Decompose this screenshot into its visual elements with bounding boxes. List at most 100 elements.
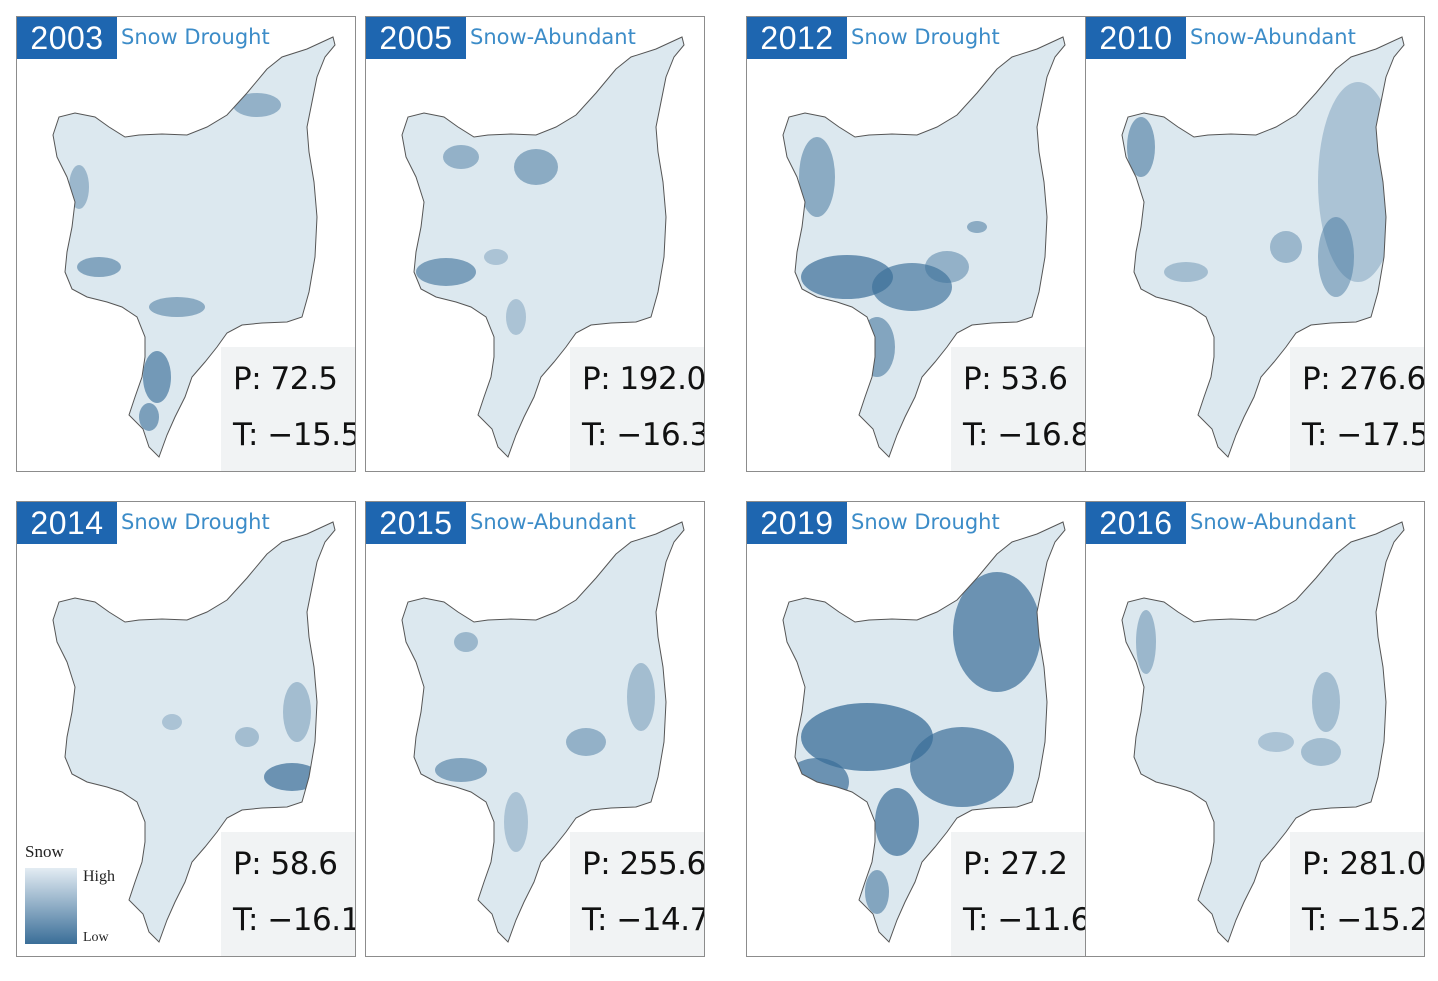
low-snow-patch xyxy=(859,317,895,377)
low-snow-patch xyxy=(454,632,478,652)
region-map xyxy=(1121,36,1405,458)
region-outline xyxy=(1121,521,1405,943)
low-snow-patch xyxy=(799,137,835,217)
map-panel-2003: 2003 Snow Drought P: 72.5 T: −15.5 xyxy=(16,16,356,472)
region-fill xyxy=(53,37,335,457)
low-snow-patch xyxy=(801,255,893,299)
temperature-value: T: −11.6 xyxy=(963,902,1086,938)
low-snow-patch xyxy=(139,403,159,431)
map-panel-2014: 2014 Snow Drought Snow High Low P: 58.6 … xyxy=(16,501,356,957)
low-snow-patch xyxy=(1136,610,1156,674)
map-panel-2015: 2015 Snow-Abundant P: 255.6 T: −14.7 xyxy=(365,501,705,957)
region-fill xyxy=(1122,37,1404,457)
region-outline xyxy=(52,36,336,458)
map-panel-2019: 2019 Snow Drought P: 27.2 T: −11.6 xyxy=(746,501,1086,957)
precipitation-value: P: 53.6 xyxy=(963,361,1068,397)
snow-legend: Snow High Low xyxy=(23,842,143,950)
low-snow-patch xyxy=(484,249,508,265)
classification-label: Snow Drought xyxy=(851,510,1000,534)
region-fill xyxy=(1122,522,1404,942)
region-map xyxy=(782,36,1066,458)
region-map xyxy=(52,36,336,458)
precipitation-value: P: 281.0 xyxy=(1302,846,1425,882)
low-snow-patch xyxy=(872,263,952,311)
year-badge: 2005 xyxy=(366,17,466,59)
year-badge: 2015 xyxy=(366,502,466,544)
low-snow-patch xyxy=(69,165,89,209)
low-snow-patch xyxy=(1127,117,1155,177)
region-map xyxy=(1121,521,1405,943)
region-outline xyxy=(52,521,336,943)
low-snow-patch xyxy=(143,351,171,403)
year-badge: 2012 xyxy=(747,17,847,59)
classification-label: Snow-Abundant xyxy=(470,25,636,49)
low-snow-patch xyxy=(1318,217,1354,297)
temperature-value: T: −15.2 xyxy=(1302,902,1425,938)
legend-title: Snow xyxy=(25,842,64,861)
low-snow-patch xyxy=(504,792,528,852)
low-snow-patch xyxy=(235,727,259,747)
region-fill xyxy=(402,522,684,942)
stats-box: P: 255.6 T: −14.7 xyxy=(570,832,704,956)
low-snow-patch xyxy=(506,299,526,335)
low-snow-patch xyxy=(1312,672,1340,732)
year-badge: 2016 xyxy=(1086,502,1186,544)
region-fill xyxy=(402,37,684,457)
legend-gradient-bar xyxy=(25,868,77,944)
low-snow-patch xyxy=(566,728,606,756)
map-panel-2010: 2010 Snow-Abundant P: 276.6 T: −17.5 xyxy=(1085,16,1425,472)
stats-box: P: 58.6 T: −16.1 xyxy=(221,832,355,956)
temperature-value: T: −14.7 xyxy=(582,902,705,938)
stats-box: P: 72.5 T: −15.5 xyxy=(221,347,355,471)
region-fill xyxy=(783,37,1065,457)
low-snow-patch xyxy=(514,149,558,185)
region-map xyxy=(782,521,1066,943)
region-map xyxy=(401,521,685,943)
low-snow-patch xyxy=(953,572,1041,692)
low-snow-patch xyxy=(1164,262,1208,282)
low-snow-patch xyxy=(1301,738,1341,766)
stats-box: P: 281.0 T: −15.2 xyxy=(1290,832,1424,956)
classification-label: Snow Drought xyxy=(851,25,1000,49)
low-snow-patch xyxy=(1270,231,1302,263)
low-snow-patch xyxy=(162,714,182,730)
year-badge: 2003 xyxy=(17,17,117,59)
temperature-value: T: −16.8 xyxy=(963,417,1086,453)
region-map xyxy=(401,36,685,458)
low-snow-patch xyxy=(925,251,969,283)
precipitation-value: P: 72.5 xyxy=(233,361,338,397)
low-snow-patch xyxy=(865,870,889,914)
classification-label: Snow-Abundant xyxy=(1190,25,1356,49)
classification-label: Snow-Abundant xyxy=(1190,510,1356,534)
classification-label: Snow Drought xyxy=(121,510,270,534)
low-snow-patch xyxy=(627,663,655,731)
legend-low-label: Low xyxy=(83,930,109,945)
low-snow-patch xyxy=(910,727,1014,807)
map-panel-2005: 2005 Snow-Abundant P: 192.0 T: −16.3 xyxy=(365,16,705,472)
low-snow-patch xyxy=(283,682,311,742)
year-badge: 2014 xyxy=(17,502,117,544)
year-badge: 2019 xyxy=(747,502,847,544)
low-snow-patch xyxy=(264,763,320,791)
precipitation-value: P: 192.0 xyxy=(582,361,705,397)
low-snow-patch xyxy=(435,758,487,782)
region-outline xyxy=(782,521,1066,943)
classification-label: Snow Drought xyxy=(121,25,270,49)
region-map xyxy=(52,521,336,943)
low-snow-patch xyxy=(1258,732,1294,752)
low-snow-patch xyxy=(443,145,479,169)
region-fill xyxy=(53,522,335,942)
low-snow-patch xyxy=(875,788,919,856)
stats-box: P: 276.6 T: −17.5 xyxy=(1290,347,1424,471)
year-badge: 2010 xyxy=(1086,17,1186,59)
region-outline xyxy=(782,36,1066,458)
low-snow-patch xyxy=(233,93,281,117)
temperature-value: T: −15.5 xyxy=(233,417,356,453)
region-outline xyxy=(1121,36,1405,458)
low-snow-patch xyxy=(801,703,933,771)
temperature-value: T: −16.1 xyxy=(233,902,356,938)
classification-label: Snow-Abundant xyxy=(470,510,636,534)
legend-high-label: High xyxy=(83,868,115,885)
stats-box: P: 192.0 T: −16.3 xyxy=(570,347,704,471)
precipitation-value: P: 276.6 xyxy=(1302,361,1425,397)
